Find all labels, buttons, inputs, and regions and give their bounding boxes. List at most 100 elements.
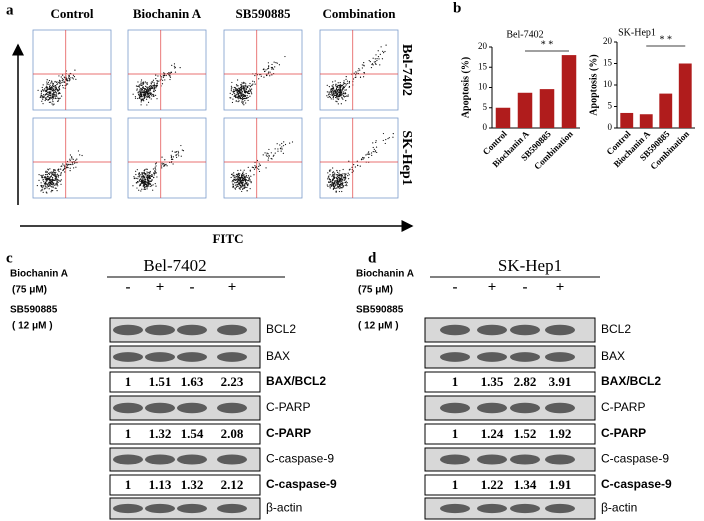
event-dot (231, 93, 233, 96)
event-dot (268, 66, 270, 68)
event-dot (40, 190, 42, 192)
event-dot (280, 150, 282, 152)
column-header: Control (50, 6, 93, 21)
event-dot (247, 175, 250, 177)
event-dot (353, 164, 355, 166)
row-label: BAX/BCL2 (601, 374, 661, 388)
event-dot (174, 66, 176, 68)
event-dot (237, 93, 239, 96)
event-dot (175, 156, 178, 159)
event-dot (274, 66, 276, 68)
event-dot (139, 176, 141, 178)
event-dot (247, 185, 249, 187)
event-dot (161, 156, 163, 158)
ratio-value: 1.22 (481, 477, 504, 492)
event-dot (50, 183, 53, 186)
event-dot (230, 176, 232, 179)
significance: * * (541, 39, 554, 50)
event-dot (52, 83, 54, 85)
event-dot (332, 93, 334, 95)
event-dot (52, 99, 54, 101)
y-tick-label: 10 (603, 79, 613, 89)
event-dot (153, 84, 155, 86)
event-dot (326, 184, 328, 186)
event-dot (143, 96, 145, 98)
event-dot (40, 94, 42, 96)
ratio-value: 1.24 (481, 426, 504, 441)
event-dot (248, 176, 250, 178)
event-dot (340, 84, 343, 87)
event-dot (337, 82, 339, 84)
event-dot (57, 97, 59, 99)
event-dot (172, 156, 175, 158)
column-header: SB590885 (236, 6, 291, 21)
event-dot (329, 174, 331, 176)
event-dot (232, 180, 235, 182)
event-dot (251, 166, 253, 168)
event-dot (371, 154, 373, 156)
event-dot (147, 183, 149, 185)
event-dot (339, 87, 341, 90)
event-dot (42, 185, 44, 187)
event-dot (153, 176, 155, 178)
event-dot (230, 88, 232, 90)
event-dot (337, 98, 339, 101)
event-dot (372, 146, 374, 149)
event-dot (143, 92, 145, 94)
event-dot (331, 91, 333, 93)
event-dot (150, 175, 152, 178)
event-dot (237, 181, 239, 183)
event-dot (245, 86, 247, 88)
blot-title: Bel-7402 (143, 256, 206, 275)
event-dot (330, 89, 332, 92)
event-dot (145, 98, 148, 100)
event-dot (177, 152, 180, 154)
event-dot (268, 154, 270, 157)
event-dot (370, 66, 373, 69)
event-dot (69, 154, 72, 156)
event-dot (42, 174, 44, 176)
event-dot (139, 184, 142, 186)
event-dot (145, 85, 147, 87)
event-dot (46, 171, 48, 173)
event-dot (331, 182, 333, 184)
event-dot (156, 85, 158, 88)
event-dot (171, 150, 173, 152)
event-dot (245, 182, 247, 184)
event-dot (51, 81, 53, 83)
event-dot (334, 94, 337, 97)
event-dot (173, 65, 176, 67)
event-dot (154, 87, 156, 89)
event-dot (327, 176, 329, 178)
event-dot (73, 76, 76, 78)
event-dot (52, 94, 54, 96)
event-dot (237, 95, 239, 97)
event-dot (335, 89, 337, 91)
event-dot (372, 57, 374, 59)
event-dot (344, 184, 346, 187)
y-axis-label: Apoptosis (%) (588, 54, 599, 115)
event-dot (139, 178, 141, 180)
event-dot (57, 83, 59, 85)
event-dot (276, 143, 278, 145)
event-dot (332, 172, 334, 174)
event-dot (55, 178, 57, 180)
event-dot (336, 94, 338, 96)
event-dot (239, 92, 241, 94)
event-dot (271, 66, 274, 69)
event-dot (249, 95, 251, 97)
event-dot (363, 72, 366, 74)
event-dot (344, 178, 346, 180)
event-dot (253, 168, 256, 170)
event-dot (247, 180, 249, 182)
event-dot (146, 93, 148, 95)
event-dot (361, 64, 363, 66)
blot-band (477, 324, 507, 336)
event-dot (51, 171, 53, 173)
event-dot (335, 187, 337, 189)
event-dot (347, 95, 349, 97)
event-dot (140, 98, 142, 100)
event-dot (71, 158, 73, 160)
event-dot (47, 179, 49, 181)
event-dot (331, 92, 333, 94)
